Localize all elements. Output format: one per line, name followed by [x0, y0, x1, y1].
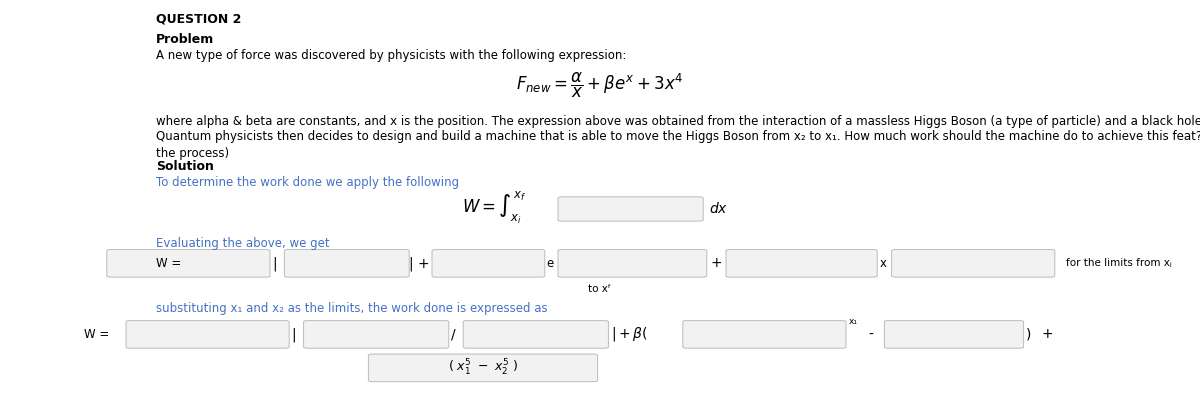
FancyBboxPatch shape	[368, 354, 598, 382]
FancyBboxPatch shape	[726, 250, 877, 277]
Text: +: +	[710, 256, 722, 270]
Text: W =: W =	[156, 257, 181, 270]
Text: to xᶠ: to xᶠ	[588, 284, 612, 294]
FancyBboxPatch shape	[884, 321, 1024, 348]
FancyBboxPatch shape	[558, 250, 707, 277]
Text: |: |	[292, 327, 296, 342]
Text: for the limits from xⱼ: for the limits from xⱼ	[1066, 258, 1171, 268]
Text: x: x	[880, 257, 887, 270]
FancyBboxPatch shape	[126, 321, 289, 348]
FancyBboxPatch shape	[892, 250, 1055, 277]
Text: Solution: Solution	[156, 160, 214, 173]
FancyBboxPatch shape	[304, 321, 449, 348]
Text: W =: W =	[84, 328, 109, 341]
Text: substituting x₁ and x₂ as the limits, the work done is expressed as: substituting x₁ and x₂ as the limits, th…	[156, 302, 547, 315]
Text: ): )	[1026, 327, 1031, 342]
Text: e: e	[546, 257, 553, 270]
Text: /: /	[451, 327, 456, 342]
Text: $| + \beta($: $| + \beta($	[611, 325, 648, 344]
Text: -: -	[869, 327, 874, 342]
FancyBboxPatch shape	[683, 321, 846, 348]
Text: Quantum physicists then decides to design and build a machine that is able to mo: Quantum physicists then decides to desig…	[156, 130, 1200, 143]
Text: |: |	[272, 256, 277, 270]
Text: +: +	[1042, 327, 1054, 342]
Text: $W=\int_{x_i}^{x_f}$: $W=\int_{x_i}^{x_f}$	[462, 190, 526, 226]
FancyBboxPatch shape	[284, 250, 409, 277]
Text: Problem: Problem	[156, 33, 215, 46]
Text: where alpha & beta are constants, and x is the position. The expression above wa: where alpha & beta are constants, and x …	[156, 115, 1200, 128]
FancyBboxPatch shape	[107, 250, 270, 277]
FancyBboxPatch shape	[463, 321, 608, 348]
FancyBboxPatch shape	[432, 250, 545, 277]
Text: QUESTION 2: QUESTION 2	[156, 13, 241, 25]
Text: the process): the process)	[156, 147, 229, 160]
Text: x₁: x₁	[848, 317, 858, 326]
Text: Evaluating the above, we get: Evaluating the above, we get	[156, 237, 330, 250]
Text: | +: | +	[409, 256, 430, 270]
Text: $( \ x_1^{5} \ - \ x_2^{5} \ )$: $( \ x_1^{5} \ - \ x_2^{5} \ )$	[448, 358, 518, 378]
Text: $dx$: $dx$	[709, 201, 728, 216]
Text: $F_{new}=\dfrac{\alpha}{x}+\beta e^{x}+3x^{4}$: $F_{new}=\dfrac{\alpha}{x}+\beta e^{x}+3…	[516, 71, 684, 100]
Text: A new type of force was discovered by physicists with the following expression:: A new type of force was discovered by ph…	[156, 49, 626, 62]
Text: To determine the work done we apply the following: To determine the work done we apply the …	[156, 176, 460, 189]
FancyBboxPatch shape	[558, 197, 703, 221]
